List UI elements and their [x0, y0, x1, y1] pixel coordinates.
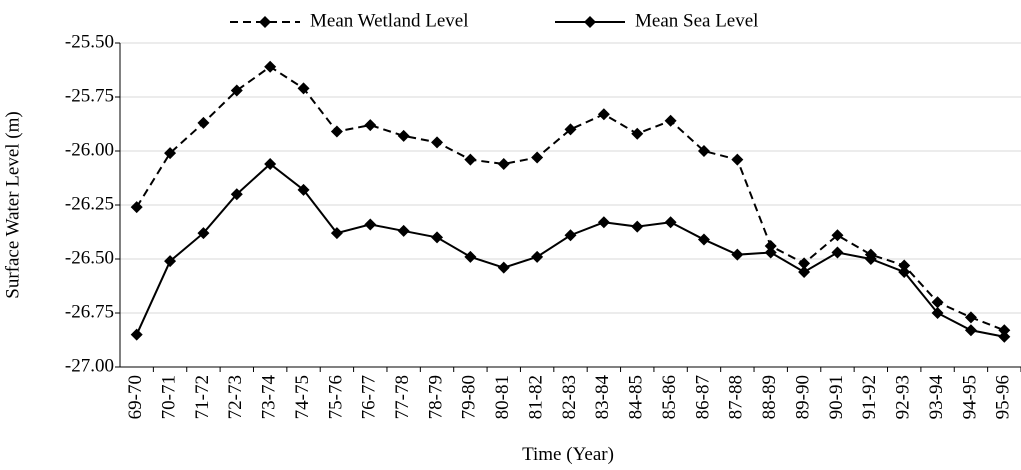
x-tick-label: 71-72: [192, 375, 213, 419]
legend-marker: [259, 16, 271, 28]
data-point: [597, 216, 610, 229]
x-tick-label: 93-94: [926, 375, 947, 420]
x-tick-label: 89-90: [792, 375, 813, 419]
data-point: [364, 218, 377, 231]
x-tick-label: 92-93: [893, 375, 914, 419]
legend-label: Mean Wetland Level: [310, 10, 469, 31]
data-point: [964, 324, 977, 337]
data-point: [197, 227, 210, 240]
data-point: [364, 119, 377, 132]
x-tick-label: 77-78: [392, 375, 413, 419]
data-point: [330, 125, 343, 138]
y-tick-label: -26.75: [65, 301, 114, 322]
series-line: [135, 65, 1005, 332]
x-tick-label: 91-92: [859, 375, 880, 419]
data-point: [731, 248, 744, 261]
data-point: [531, 250, 544, 263]
data-point: [864, 253, 877, 265]
data-point: [397, 224, 410, 237]
data-point: [898, 265, 911, 278]
data-point: [464, 250, 477, 263]
data-point: [497, 261, 510, 274]
y-tick-label: -26.25: [65, 193, 114, 214]
x-tick-label: 85-86: [659, 375, 680, 419]
data-point: [931, 307, 944, 319]
data-point: [831, 246, 844, 259]
data-point: [164, 147, 177, 160]
x-tick-label: 82-83: [559, 375, 580, 419]
x-tick-label: 83-84: [592, 375, 613, 420]
data-point: [431, 231, 444, 244]
x-tick-label: 87-88: [726, 375, 747, 419]
data-point: [464, 153, 477, 166]
data-point: [564, 229, 577, 242]
x-tick-label: 79-80: [459, 375, 480, 419]
x-tick-label: 78-79: [425, 375, 446, 419]
y-tick-label: -25.75: [65, 85, 114, 106]
data-point: [631, 220, 644, 233]
x-tick-label: 69-70: [125, 375, 146, 419]
series-line: [135, 162, 1005, 338]
data-point: [164, 255, 177, 268]
data-point: [330, 227, 343, 240]
data-point: [764, 246, 777, 259]
data-point: [264, 60, 277, 73]
data-point: [998, 330, 1011, 343]
legend-label: Mean Sea Level: [635, 10, 758, 31]
data-point: [397, 129, 410, 142]
x-tick-label: 80-81: [492, 375, 513, 419]
y-tick-label: -25.50: [65, 31, 114, 52]
x-tick-label: 70-71: [158, 375, 179, 419]
data-point: [597, 108, 610, 121]
y-tick-label: -27.00: [65, 355, 114, 376]
data-point: [697, 145, 710, 157]
x-tick-label: 94-95: [959, 375, 980, 419]
data-point: [631, 127, 644, 140]
data-point: [130, 328, 143, 341]
x-tick-label: 74-75: [292, 375, 313, 419]
data-point: [431, 136, 444, 149]
data-point: [664, 114, 677, 127]
data-point: [731, 153, 744, 166]
data-point: [130, 201, 143, 214]
x-tick-label: 86-87: [692, 375, 713, 419]
data-point: [798, 265, 811, 278]
data-point: [664, 216, 677, 229]
data-point: [230, 84, 243, 97]
x-tick-label: 84-85: [626, 375, 647, 419]
data-point: [764, 240, 777, 253]
x-tick-label: 95-96: [993, 375, 1014, 419]
legend-marker: [584, 16, 596, 28]
x-tick-label: 76-77: [359, 375, 380, 419]
data-point: [564, 123, 577, 136]
y-axis-title: Surface Water Level (m): [2, 111, 23, 299]
x-axis-title: Time (Year): [522, 444, 614, 465]
y-tick-label: -26.50: [65, 247, 114, 268]
data-point: [697, 233, 710, 246]
data-point: [497, 157, 510, 170]
x-tick-label: 75-76: [325, 375, 346, 419]
data-point: [197, 116, 210, 129]
x-tick-label: 73-74: [259, 375, 280, 420]
x-tick-label: 72-73: [225, 375, 246, 419]
y-tick-label: -26.00: [65, 139, 114, 160]
data-point: [264, 157, 277, 170]
data-point: [964, 311, 977, 324]
data-point: [531, 151, 544, 164]
data-point: [931, 296, 944, 309]
data-point: [798, 257, 811, 270]
data-point: [998, 324, 1011, 337]
data-point: [297, 82, 310, 95]
x-tick-label: 88-89: [759, 375, 780, 419]
x-tick-label: 81-82: [525, 375, 546, 419]
data-point: [297, 183, 310, 196]
data-point: [898, 259, 911, 272]
x-tick-label: 90-91: [826, 375, 847, 419]
data-point: [831, 229, 844, 242]
data-point: [230, 188, 243, 201]
